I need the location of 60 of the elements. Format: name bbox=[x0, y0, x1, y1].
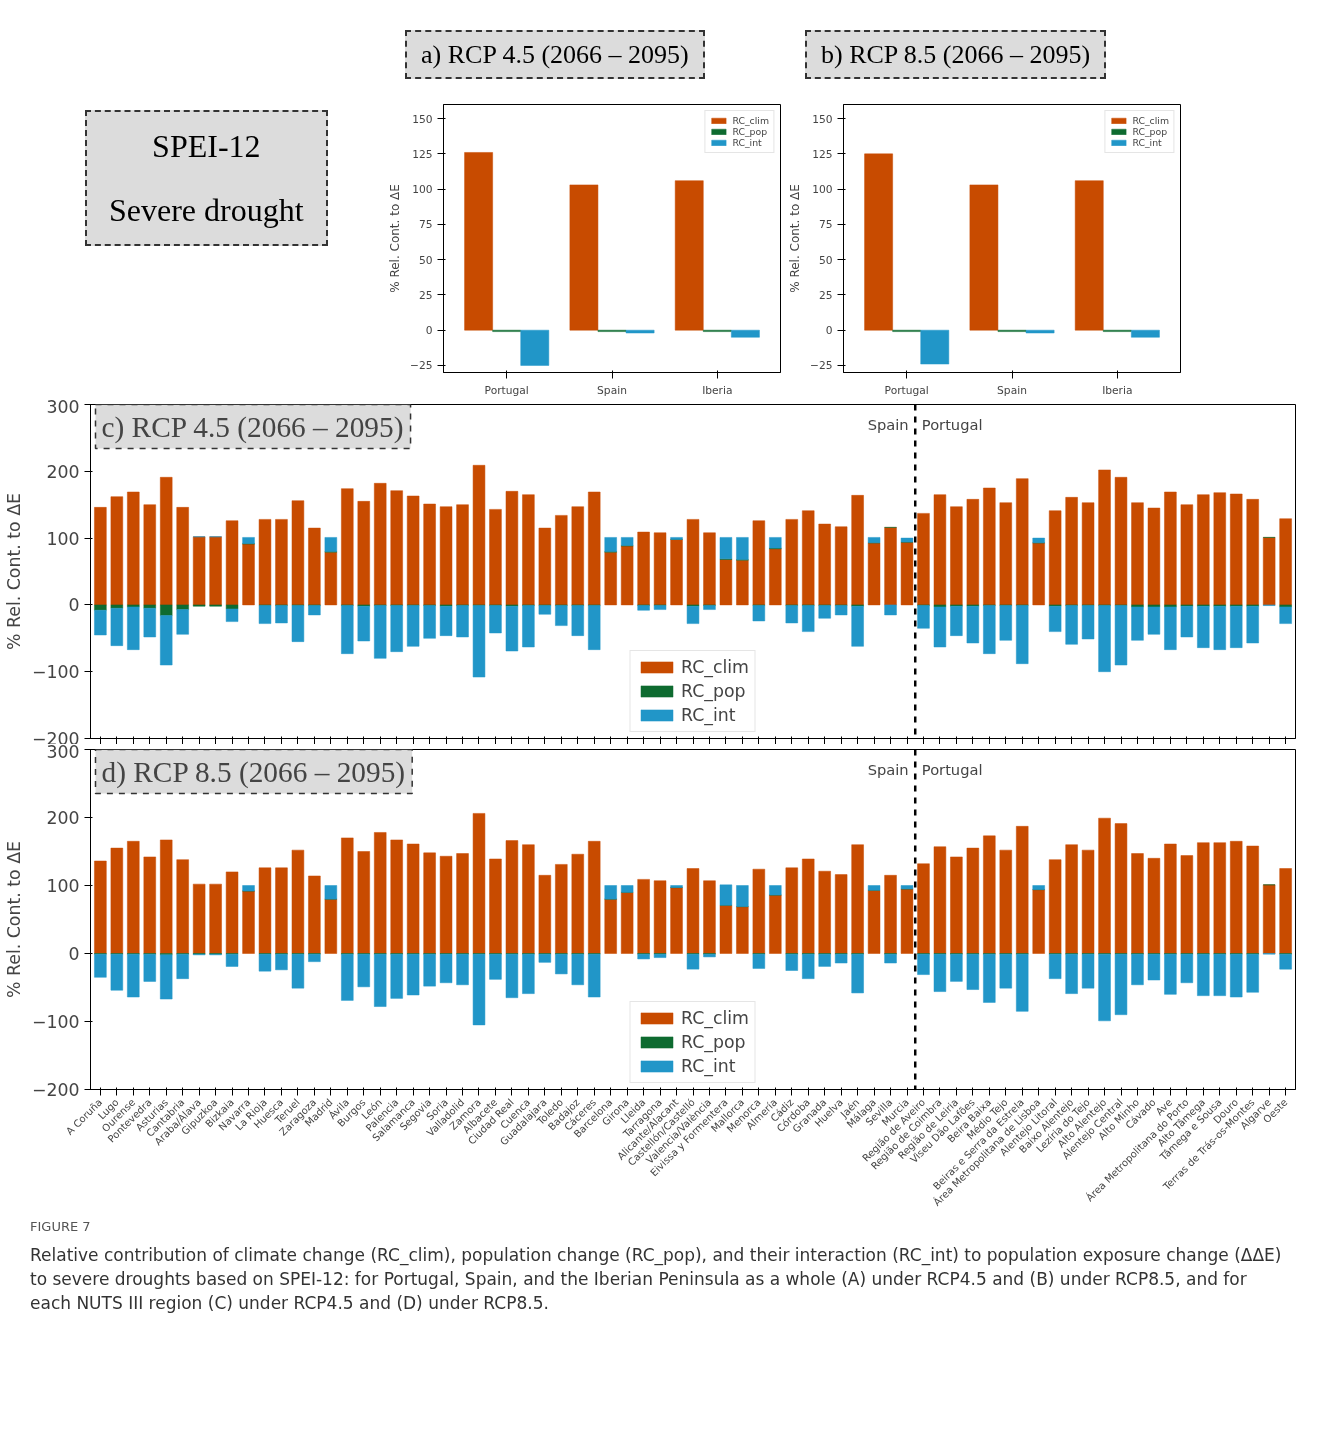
y-tick-label: 0 bbox=[425, 324, 433, 338]
legend-label: RC_clim bbox=[681, 657, 749, 678]
y-axis-title: % Rel. Cont. to ΔE bbox=[3, 841, 24, 999]
y-tick-label: −25 bbox=[810, 359, 833, 373]
x-tick-label: Spain bbox=[597, 383, 627, 397]
y-tick-label: −200 bbox=[31, 1080, 80, 1101]
y-tick-label: 50 bbox=[818, 253, 833, 267]
y-tick-label: 125 bbox=[812, 148, 833, 162]
chart-title: c) RCP 4.5 (2066 – 2095) bbox=[101, 410, 404, 444]
legend-label: RC_pop bbox=[681, 1032, 746, 1053]
y-tick-label: 75 bbox=[418, 218, 433, 232]
y-tick-label: 0 bbox=[825, 324, 833, 338]
annotation: Portugal bbox=[921, 761, 983, 779]
legend-label: RC_clim bbox=[681, 1008, 749, 1029]
x-tick-label: Portugal bbox=[884, 383, 929, 397]
annotation: Spain bbox=[867, 416, 909, 434]
x-tick-label: Iberia bbox=[702, 383, 733, 397]
y-axis-title: % Rel. Cont. to ΔE bbox=[388, 184, 403, 293]
chart-title: a) RCP 4.5 (2066 – 2095) bbox=[405, 30, 705, 80]
text: Severe drought bbox=[109, 192, 304, 228]
legend-label: RC_clim bbox=[1132, 115, 1169, 127]
y-tick-label: 25 bbox=[418, 289, 433, 303]
annotation: Spain bbox=[867, 761, 909, 779]
y-tick-label: 300 bbox=[46, 396, 80, 417]
y-tick-label: 200 bbox=[46, 808, 80, 829]
y-tick-label: −25 bbox=[410, 359, 433, 373]
legend-label: RC_int bbox=[1132, 137, 1162, 149]
y-tick-label: 125 bbox=[412, 148, 433, 162]
legend-label: RC_int bbox=[681, 1056, 736, 1077]
y-tick-label: 75 bbox=[818, 218, 833, 232]
y-tick-label: 100 bbox=[412, 183, 433, 197]
y-tick-label: 25 bbox=[818, 289, 833, 303]
x-tick-label: Portugal bbox=[484, 383, 529, 397]
legend-label: RC_int bbox=[681, 705, 736, 726]
y-tick-label: 150 bbox=[812, 112, 833, 126]
x-tick-label: Iberia bbox=[1102, 383, 1133, 397]
y-tick-label: 50 bbox=[418, 253, 433, 267]
annotation: Portugal bbox=[921, 416, 983, 434]
y-axis-title: % Rel. Cont. to ΔE bbox=[788, 184, 803, 293]
legend-label: RC_clim bbox=[732, 115, 769, 127]
legend-label: RC_pop bbox=[681, 681, 746, 702]
y-tick-label: 100 bbox=[46, 528, 80, 549]
legend-label: RC_pop bbox=[1132, 126, 1168, 138]
y-tick-label: −100 bbox=[31, 662, 80, 683]
text: Relative contribution of climate change (RC_clim), population change (RC_pop), and their interaction (RC_int) to population exposure change (ΔΔE) to severe droughts based on SPEI-12: for Portugal, Spain, and the Iberian Peninsula as a whole (A) under RCP4.5 and (B) under RCP8.5, and for each NUTS III region (C) under RCP4.5 and (D) under RCP8.5. bbox=[30, 1244, 1283, 1315]
legend-label: RC_pop bbox=[732, 126, 768, 138]
y-tick-label: 100 bbox=[46, 876, 80, 897]
chart-title: b) RCP 8.5 (2066 – 2095) bbox=[805, 30, 1107, 80]
caption: FIGURE 7 bbox=[30, 1218, 91, 1237]
x-tick-label: Spain bbox=[997, 383, 1027, 397]
y-tick-label: 150 bbox=[412, 112, 433, 126]
text: SPEI-12 bbox=[152, 128, 261, 164]
y-tick-label: 200 bbox=[46, 461, 80, 482]
y-tick-label: 100 bbox=[812, 183, 833, 197]
legend-label: RC_int bbox=[732, 137, 762, 149]
y-axis-title: % Rel. Cont. to ΔE bbox=[3, 493, 24, 651]
chart-title: d) RCP 8.5 (2066 – 2095) bbox=[101, 755, 406, 789]
y-tick-label: 0 bbox=[68, 944, 80, 965]
y-tick-label: 0 bbox=[68, 595, 80, 616]
y-tick-label: −100 bbox=[31, 1012, 80, 1033]
